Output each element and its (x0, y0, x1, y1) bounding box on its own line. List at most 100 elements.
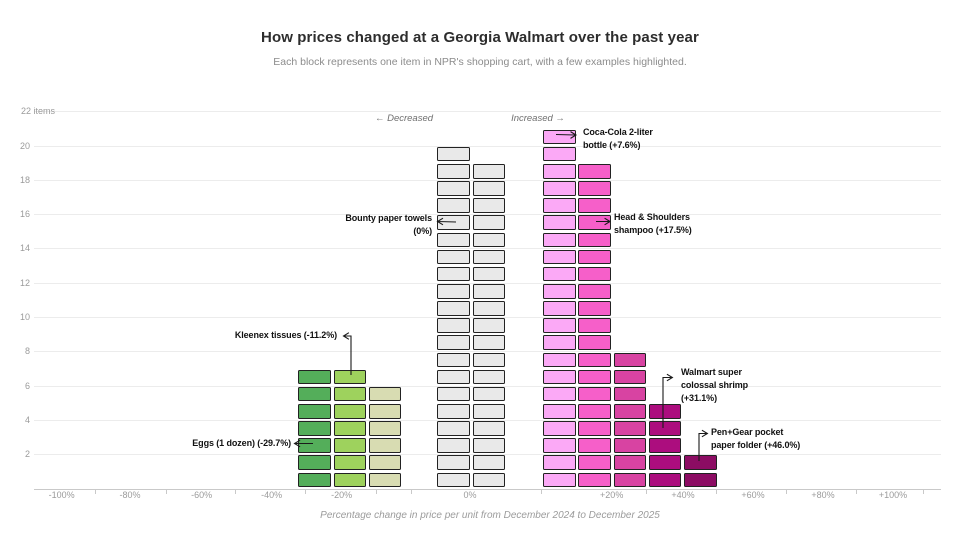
item-block (472, 249, 505, 265)
x-tick-label: +80% (811, 490, 835, 500)
gridline (34, 351, 941, 353)
x-tick-label: -100% (48, 490, 75, 500)
item-block (578, 369, 611, 385)
item-block (472, 181, 505, 196)
item-block (437, 438, 470, 453)
item-block (368, 438, 401, 453)
pointer-shrimp (662, 373, 674, 428)
item-block (578, 249, 611, 265)
item-block (333, 404, 366, 419)
annotation-line: Eggs (1 dozen) (-29.7%) (192, 438, 291, 448)
item-block (472, 352, 505, 368)
item-block (333, 438, 366, 453)
item-block (543, 369, 576, 385)
x-axis-minor-tick (376, 489, 377, 494)
item-block (437, 404, 470, 419)
pointer-kleenex (342, 332, 352, 375)
item-block (613, 352, 646, 368)
pointer-head-shoulders (596, 217, 612, 226)
item-block (472, 301, 505, 316)
item-block (437, 266, 470, 282)
item-block (368, 386, 401, 402)
y-tick-label: 10 (19, 312, 30, 323)
x-axis-minor-tick (541, 489, 542, 494)
item-block (437, 386, 470, 402)
item-block (613, 421, 646, 436)
item-block (368, 455, 401, 471)
annotation-line: shampoo (+17.5%) (614, 225, 692, 235)
item-block (472, 386, 505, 402)
x-axis-caption: Percentage change in price per unit from… (320, 510, 660, 521)
item-block (543, 404, 576, 419)
item-block (613, 472, 646, 488)
annotation-head-shoulders: Head & Shoulders shampoo (+17.5%) (614, 211, 692, 237)
item-block (298, 386, 331, 402)
item-block (578, 301, 611, 316)
annotation-line: Bounty paper towels (345, 213, 432, 223)
item-block (578, 318, 611, 333)
decreased-direction-label: ← Decreased (374, 113, 434, 124)
x-axis-minor-tick (95, 489, 96, 494)
annotation-line: bottle (+7.6%) (583, 140, 641, 150)
x-axis-minor-tick (165, 489, 167, 494)
item-block (333, 455, 366, 471)
item-block (472, 318, 505, 333)
x-axis-minor-tick (305, 489, 306, 494)
item-block (437, 301, 470, 316)
y-tick-label: 2 (24, 449, 30, 460)
annotation-kleenex: Kleenex tissues (-11.2%) (217, 329, 337, 342)
y-tick-label: 14 (19, 243, 30, 254)
chart-title: How prices changed at a Georgia Walmart … (261, 29, 699, 46)
annotation-line: (+31.1%) (681, 393, 717, 403)
x-tick-label: -60% (191, 490, 213, 500)
gridline (34, 419, 941, 421)
item-block (437, 455, 470, 471)
item-block (543, 301, 576, 316)
item-block (333, 421, 366, 436)
item-block (437, 472, 470, 488)
item-block (437, 232, 470, 248)
annotation-eggs: Eggs (1 dozen) (-29.7%) (171, 437, 291, 450)
item-block (472, 232, 505, 248)
x-axis-minor-tick (923, 489, 924, 494)
item-block (578, 472, 611, 488)
y-tick-label: 6 (24, 380, 30, 391)
item-block (578, 181, 611, 196)
item-block (437, 249, 470, 265)
gridline (34, 385, 941, 387)
item-block (437, 421, 470, 436)
item-block (437, 284, 470, 299)
item-block (472, 335, 505, 351)
annotation-line: Kleenex tissues (-11.2%) (234, 330, 337, 340)
item-block (437, 335, 470, 351)
increased-direction-label: Increased → (511, 113, 565, 124)
x-tick-label: +40% (671, 490, 695, 500)
item-block (472, 421, 505, 436)
x-axis-line (34, 488, 941, 490)
annotation-line: Walmart super (681, 367, 742, 377)
item-block (437, 198, 470, 213)
item-block (613, 404, 646, 419)
item-block (333, 472, 366, 488)
annotation-shrimp: Walmart super colossal shrimp (+31.1%) (681, 366, 748, 405)
item-block (613, 369, 646, 385)
item-block (578, 335, 611, 351)
item-block (543, 164, 576, 179)
item-block (437, 164, 470, 179)
pointer-pen-gear (698, 429, 709, 461)
item-block (333, 386, 366, 402)
annotation-coca-cola: Coca-Cola 2-liter bottle (+7.6%) (583, 126, 653, 152)
x-axis-minor-tick (855, 489, 857, 494)
item-block (648, 421, 681, 436)
y-tick-label: 8 (24, 346, 30, 357)
item-block (578, 284, 611, 299)
item-block (543, 266, 576, 282)
item-block (472, 284, 505, 299)
item-block (578, 438, 611, 453)
item-block (543, 129, 576, 145)
x-axis-minor-tick (645, 489, 647, 494)
item-block (472, 472, 505, 488)
item-block (543, 455, 576, 471)
